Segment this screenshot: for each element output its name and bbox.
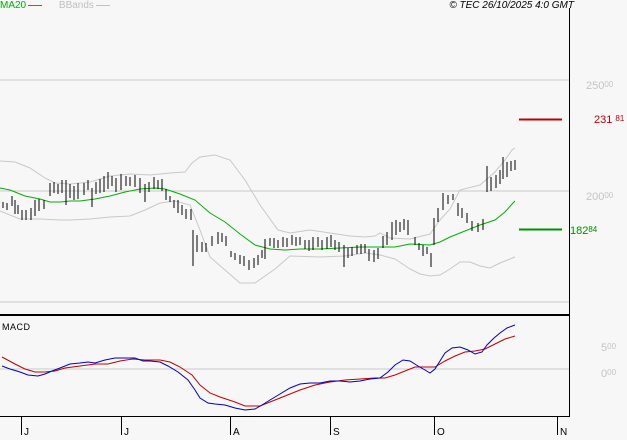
macd-tick-5: 500 — [601, 342, 617, 354]
legend-bbands: BBands — [58, 0, 94, 11]
x-label-jun: J — [24, 427, 29, 438]
x-label-aug: A — [233, 427, 240, 438]
macd-line — [1, 324, 516, 411]
macd-tick-0: 000 — [601, 368, 617, 380]
x-axis-ticks — [21, 417, 558, 435]
resistance-label: 231 81 — [594, 114, 625, 126]
support-label: 18284 — [570, 225, 598, 237]
macd-panel-title: MACD — [2, 322, 31, 332]
macd-signal-line — [1, 335, 516, 407]
x-label-nov: N — [560, 427, 568, 438]
legend-ma20-swatch — [28, 4, 43, 6]
legend-ma20: MA20 — [0, 0, 27, 11]
x-label-sep: S — [333, 427, 340, 438]
bbands-lower — [0, 200, 516, 284]
x-label-oct: O — [437, 427, 445, 438]
y-tick-200: 20000 — [586, 191, 614, 203]
x-label-jul: J — [124, 427, 129, 438]
y-tick-250: 25000 — [586, 80, 614, 92]
ma20-line — [0, 187, 516, 251]
bbands-upper — [0, 147, 516, 240]
chart-legend: MA20 BBands — [0, 0, 110, 12]
legend-bbands-swatch — [95, 4, 110, 6]
copyright-timestamp: © TEC 26/10/2025 4:0 GMT — [449, 0, 574, 11]
ohlc-bars — [2, 157, 516, 270]
